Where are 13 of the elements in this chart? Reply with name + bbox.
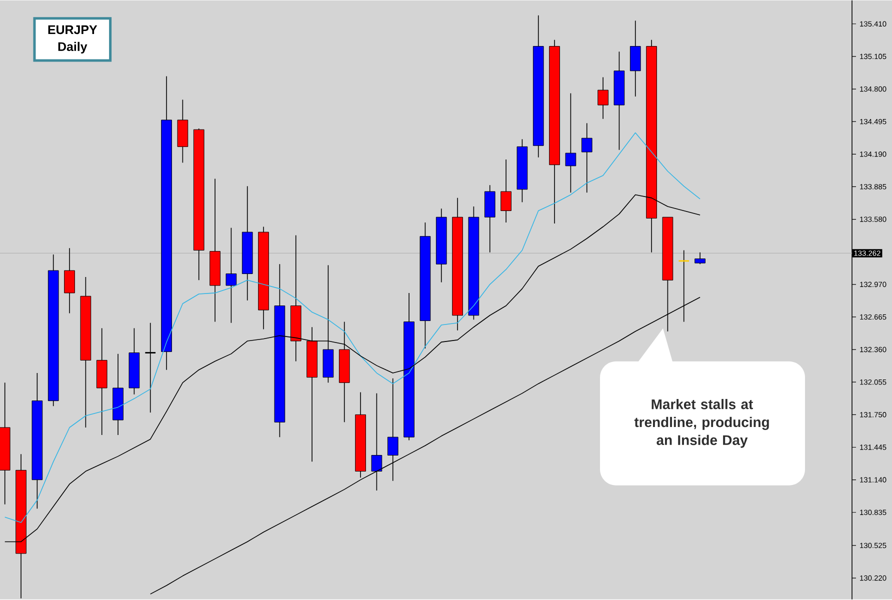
candlestick bbox=[387, 378, 398, 482]
candlestick bbox=[226, 228, 237, 324]
text: Daily bbox=[58, 42, 88, 54]
candlestick bbox=[500, 159, 512, 223]
candlestick bbox=[598, 76, 608, 120]
annotation: Market stalls at trendline, producing an Inside Day bbox=[634, 399, 769, 448]
candlestick bbox=[694, 252, 706, 265]
candlestick bbox=[64, 248, 75, 314]
candlestick bbox=[144, 322, 156, 414]
text: EURJPY bbox=[48, 26, 98, 34]
candlestick bbox=[581, 122, 592, 194]
candlestick bbox=[565, 92, 576, 194]
candlestick bbox=[371, 393, 382, 491]
